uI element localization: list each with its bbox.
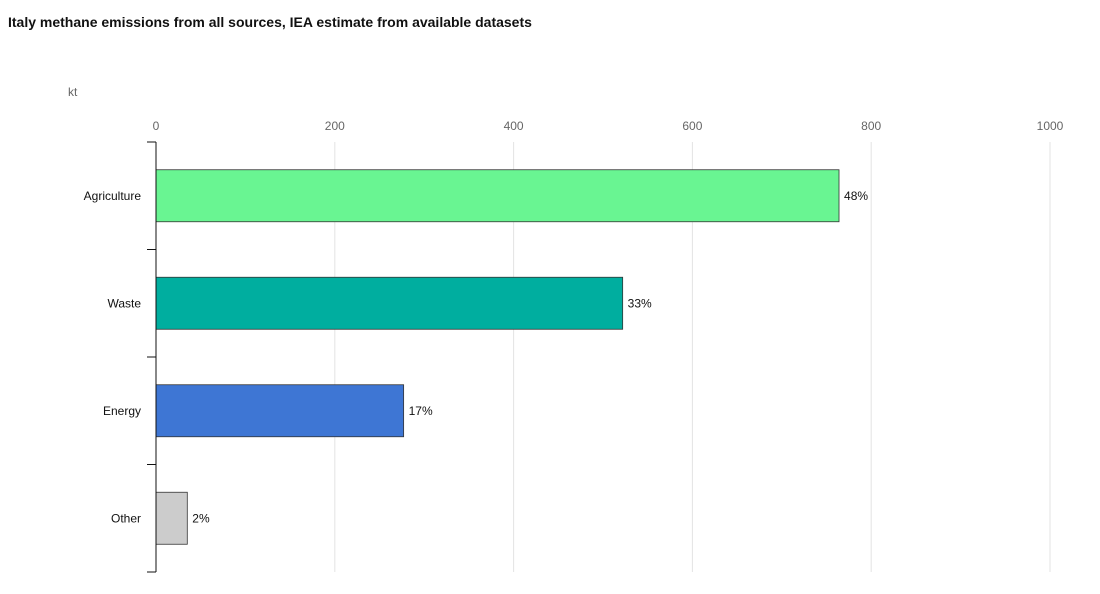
x-axis-ticks: 0 200 400 600 800 1000 (153, 119, 1064, 133)
data-label-waste: 33% (628, 296, 652, 310)
x-tick-label-800: 800 (861, 119, 881, 133)
bar-other (155, 491, 188, 545)
bar-energy (155, 384, 405, 438)
x-tick-label-1000: 1000 (1037, 119, 1064, 133)
category-label-agriculture: Agriculture (84, 189, 142, 203)
data-label-energy: 17% (409, 404, 433, 418)
data-label-agriculture: 48% (844, 189, 868, 203)
category-label-waste: Waste (107, 296, 141, 310)
chart-title: Italy methane emissions from all sources… (8, 14, 532, 30)
bar-waste (155, 276, 624, 330)
y-axis: Agriculture Waste Energy Other (84, 141, 157, 573)
category-label-energy: Energy (103, 404, 141, 418)
category-label-other: Other (111, 511, 141, 525)
gridlines (334, 142, 1051, 572)
bar-agriculture (155, 169, 840, 223)
bars: 48% 33% 17% 2% (155, 169, 868, 545)
x-tick-label-400: 400 (504, 119, 524, 133)
x-tick-label-600: 600 (682, 119, 702, 133)
data-label-other: 2% (192, 511, 210, 525)
x-tick-label-0: 0 (153, 119, 160, 133)
x-tick-label-200: 200 (325, 119, 345, 133)
unit-label: kt (68, 85, 78, 99)
